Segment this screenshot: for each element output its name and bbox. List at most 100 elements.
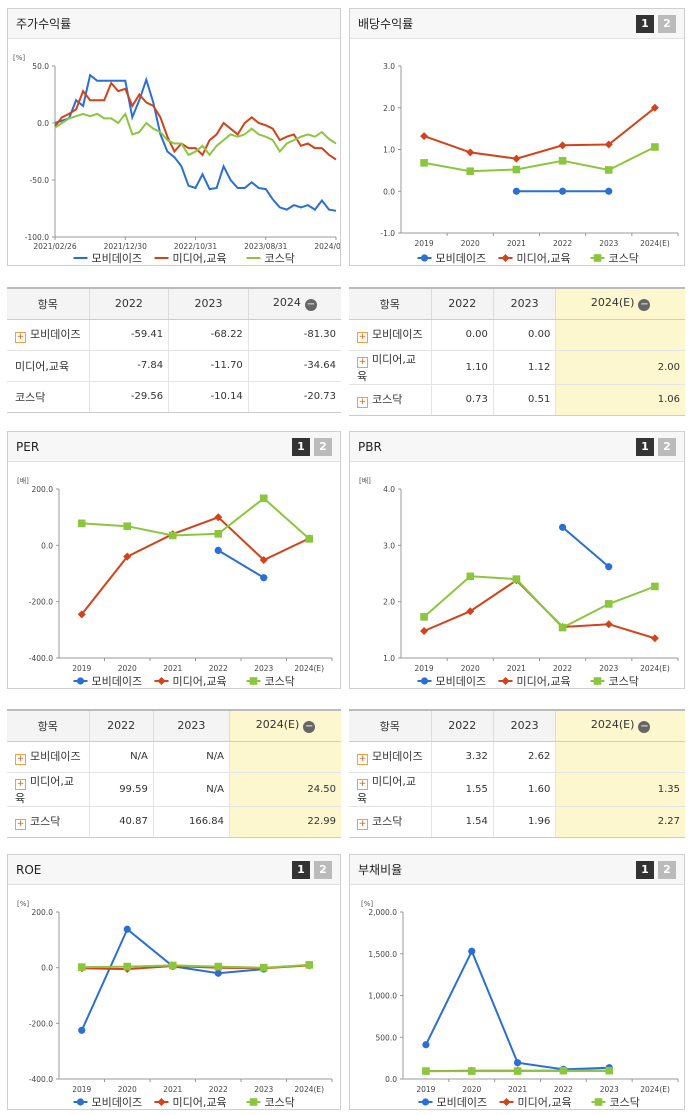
- page-2-button[interactable]: 2: [658, 14, 676, 33]
- expand-icon[interactable]: +: [15, 754, 26, 765]
- column-header: 2023: [492, 289, 556, 320]
- expand-icon[interactable]: +: [15, 819, 26, 831]
- pager: 1 2: [292, 860, 332, 879]
- debt-ratio-panel: 부채비율 1 2 [%] 2,000.0 1,500.0 1,000.0 500.0 0.…: [349, 854, 685, 1110]
- expand-icon[interactable]: +: [357, 819, 368, 831]
- y-tick-label: -1.0: [380, 229, 395, 238]
- row-label[interactable]: + 모비데이즈: [7, 741, 89, 773]
- table-cell: 0.51: [492, 384, 556, 415]
- table-cell: -29.56: [88, 381, 169, 412]
- expand-icon[interactable]: +: [357, 356, 368, 368]
- series-line: [423, 575, 656, 629]
- data-point: [651, 143, 659, 151]
- collapse-icon[interactable]: −: [638, 299, 651, 312]
- row-label[interactable]: + 모비데이즈: [7, 319, 89, 351]
- panel-header: ROE 1 2: [8, 855, 340, 885]
- row-label[interactable]: + 미디어,교육: [7, 772, 89, 807]
- row-label[interactable]: + 모비데이즈: [349, 741, 431, 773]
- data-point: [157, 1098, 166, 1106]
- y-tick-label: 2,000.0: [368, 908, 397, 917]
- y-axis-unit: [배]: [17, 476, 29, 485]
- table-cell: 0.73: [430, 384, 494, 415]
- row-label[interactable]: + 코스닥: [15, 815, 61, 831]
- table-row: + 미디어,교육 1.10 1.12 2.00: [349, 350, 685, 385]
- column-header: 2022: [88, 289, 169, 320]
- column-header: 항목: [349, 711, 431, 742]
- table-row: + 모비데이즈 0.00 0.00: [349, 319, 685, 351]
- row-label[interactable]: + 미디어,교육: [349, 350, 431, 385]
- data-point: [502, 1098, 511, 1106]
- legend-label: 모비데이즈: [436, 675, 487, 688]
- data-point: [168, 961, 177, 970]
- data-point: [214, 962, 223, 971]
- collapse-icon[interactable]: −: [303, 721, 316, 734]
- column-header: 항목: [7, 711, 89, 742]
- data-point: [77, 519, 86, 528]
- table-row: 미디어,교육 -7.84 -11.70 -34.64: [7, 350, 341, 382]
- panel-title: 배당수익률: [358, 17, 414, 31]
- legend-label: 미디어,교육: [518, 1096, 572, 1109]
- dividend-yield-panel: 배당수익률 1 2 3.0 2.0 1.0 0.0 -1.0 2019 2020 2021 20…: [349, 8, 685, 266]
- page-1-button[interactable]: 1: [636, 14, 654, 33]
- expand-icon[interactable]: +: [357, 754, 368, 765]
- per-chart: [배]200.0 0.0 -200.0 -400.0 2019 2020 2021 2022 2…: [17, 476, 333, 688]
- row-label[interactable]: + 미디어,교육: [349, 772, 431, 807]
- expand-icon[interactable]: +: [357, 397, 368, 409]
- dividend-yield-table: 항목 2022 2023 2024(E) − + 모비데이즈 0.00 0.00 + 미디어,교육 1…: [349, 287, 685, 416]
- table-cell: [228, 741, 341, 773]
- legend-label: 코스닥: [265, 1096, 295, 1109]
- page-1-button[interactable]: 1: [636, 437, 654, 456]
- series-line: [423, 146, 656, 173]
- page-2-button[interactable]: 2: [658, 437, 676, 456]
- page-1-button[interactable]: 1: [292, 860, 310, 879]
- y-tick-label: -100.0: [25, 233, 49, 242]
- series-line: [81, 963, 310, 969]
- legend-label: 미디어,교육: [173, 1096, 227, 1109]
- expand-icon[interactable]: +: [15, 778, 26, 790]
- data-point: [420, 677, 429, 685]
- column-header: 항목: [7, 289, 89, 320]
- roe-panel: ROE 1 2 [%] 200.0 0.0 -200.0 -400.0 2019 2020 2…: [7, 854, 341, 1110]
- expand-icon[interactable]: +: [357, 778, 368, 790]
- data-point: [512, 575, 521, 583]
- expand-icon[interactable]: +: [15, 332, 26, 343]
- collapse-icon[interactable]: −: [304, 299, 317, 312]
- pager: 1 2: [292, 437, 332, 456]
- panel-header: PBR 1 2: [350, 432, 684, 462]
- stock-return-table: 항목 2022 2023 2024− + 모비데이즈 -59.41 -68.22 -81.30 미…: [7, 287, 341, 413]
- table-cell: 2.00: [555, 350, 685, 385]
- pbr-table: 항목 2022 2023 2024(E) − + 모비데이즈 3.32 2.62 + 미디어,교육 1…: [349, 709, 685, 838]
- data-point: [123, 552, 132, 561]
- page-1-button[interactable]: 1: [292, 437, 310, 456]
- table-cell: 2.62: [492, 741, 556, 773]
- data-point: [513, 1059, 522, 1067]
- debt-ratio-chart: [%]2,000.0 1,500.0 1,000.0 500.0 0.0 2019 2020…: [361, 900, 679, 1109]
- x-tick-label: 2021: [508, 1085, 527, 1094]
- row-label[interactable]: + 코스닥: [357, 815, 403, 831]
- x-tick-label: 2020: [118, 664, 137, 673]
- pager: 1 2: [636, 437, 676, 456]
- page-1-button[interactable]: 1: [636, 860, 654, 879]
- data-point: [558, 141, 567, 150]
- page-2-button[interactable]: 2: [658, 860, 676, 879]
- page-2-button[interactable]: 2: [314, 860, 332, 879]
- collapse-icon[interactable]: −: [638, 721, 651, 734]
- data-point: [605, 563, 613, 571]
- y-tick-label: 1,000.0: [368, 992, 397, 1001]
- legend-label: 모비데이즈: [437, 1096, 488, 1109]
- data-point: [512, 165, 521, 174]
- data-point: [259, 494, 268, 503]
- row-label[interactable]: + 코스닥: [357, 393, 403, 409]
- series-line: [425, 948, 610, 1071]
- data-point: [466, 572, 475, 581]
- page-2-button[interactable]: 2: [314, 437, 332, 456]
- data-point: [558, 623, 567, 632]
- y-tick-label: 0.0: [383, 187, 395, 196]
- expand-icon[interactable]: +: [357, 332, 368, 343]
- table-row: 코스닥 -29.56 -10.14 -20.73: [7, 381, 341, 412]
- data-point: [604, 620, 613, 629]
- series-line: [423, 579, 656, 640]
- row-label: 미디어,교육: [7, 350, 89, 382]
- legend-label: 미디어,교육: [173, 675, 227, 688]
- row-label[interactable]: + 모비데이즈: [349, 319, 431, 351]
